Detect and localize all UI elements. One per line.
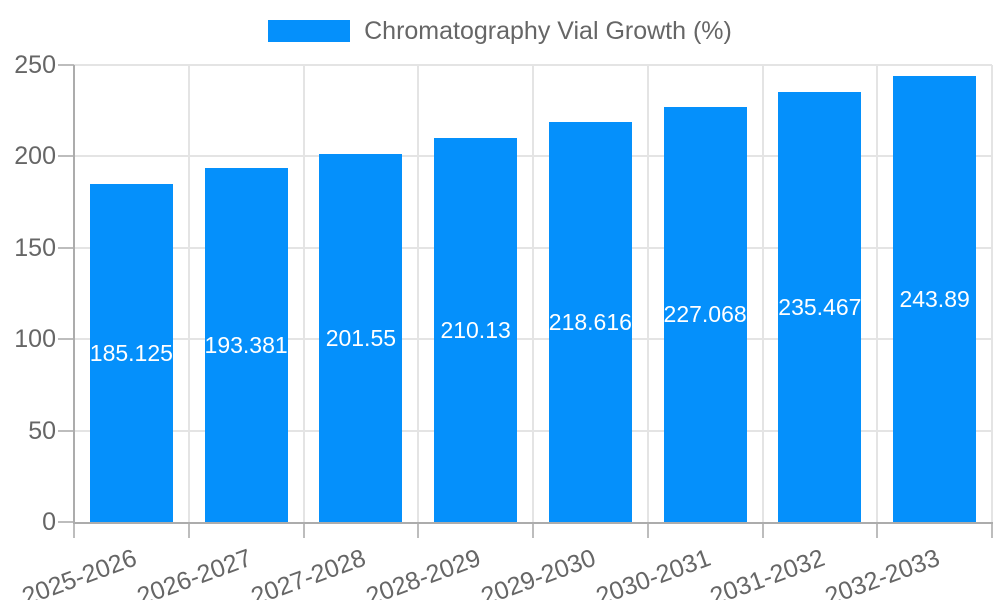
x-gridline [532,65,534,522]
bar-value-label: 185.125 [89,339,173,366]
x-axis-tick [73,524,75,538]
y-axis-tick-label: 250 [14,51,56,79]
legend-label: Chromatography Vial Growth (%) [364,17,732,45]
y-axis-tick [58,521,74,523]
y-axis-tick-label: 150 [14,233,56,262]
bar[interactable] [319,153,403,522]
y-axis-tick-label: 50 [28,416,56,445]
y-axis-tick [58,246,74,249]
x-gridline [646,65,649,522]
x-axis-tick-label: 2030-2031 [591,543,714,600]
x-axis-tick-label: 2032-2033 [821,543,944,600]
x-axis-tick [991,524,993,538]
x-gridline [187,65,190,522]
bar[interactable] [893,76,977,522]
bar[interactable] [204,168,288,522]
bar-value-label: 227.068 [663,301,747,328]
legend-swatch-icon [268,20,351,42]
bar-value-label: 210.13 [440,316,511,343]
legend-item[interactable]: Chromatography Vial Growth (%) [268,16,732,46]
x-axis-tick [761,524,764,538]
bar[interactable] [89,183,173,522]
x-gridline [302,65,305,522]
x-axis-tick-label: 2031-2032 [706,543,829,600]
bar-value-label: 193.381 [204,332,288,359]
x-axis-tick [646,524,649,538]
chart-legend: Chromatography Vial Growth (%) [0,16,1000,46]
y-axis-tick-label: 0 [42,508,56,536]
y-axis-tick [58,64,74,66]
x-axis-tick [532,524,534,538]
x-axis-tick-label: 2025-2026 [18,543,141,600]
x-axis-tick-label: 2029-2030 [477,543,600,600]
bar[interactable] [778,91,862,522]
bar[interactable] [663,106,747,522]
bar-value-label: 235.467 [778,293,862,320]
x-axis-tick [417,524,420,538]
y-axis-tick [58,155,74,158]
y-axis-line [73,65,75,524]
bar[interactable] [548,122,632,522]
bar-value-label: 218.616 [548,309,632,336]
x-gridline [876,65,879,522]
x-axis-line [73,522,993,524]
y-axis-tick-label: 200 [14,142,56,171]
x-axis-tick [302,524,305,538]
x-axis-tick-label: 2026-2027 [132,543,255,600]
x-axis-tick-label: 2027-2028 [247,543,370,600]
x-gridline [417,65,420,522]
x-gridline [761,65,764,522]
bar-value-label: 243.89 [899,286,970,313]
y-axis-tick [58,338,74,341]
x-gridline [991,65,993,522]
x-axis-tick [876,524,879,538]
y-axis-tick-label: 100 [14,325,56,354]
bar-value-label: 201.55 [325,324,397,351]
x-axis-tick-label: 2028-2029 [362,543,485,600]
x-axis-tick [187,524,190,538]
y-axis-tick [58,429,74,432]
bar[interactable] [434,137,518,522]
